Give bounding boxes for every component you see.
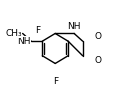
Text: F: F: [53, 77, 58, 86]
Text: NH: NH: [67, 22, 81, 31]
Text: O: O: [95, 32, 102, 41]
Text: CH₃: CH₃: [5, 29, 22, 38]
Text: NH: NH: [17, 37, 30, 46]
Text: F: F: [36, 26, 41, 34]
Text: O: O: [95, 56, 102, 65]
